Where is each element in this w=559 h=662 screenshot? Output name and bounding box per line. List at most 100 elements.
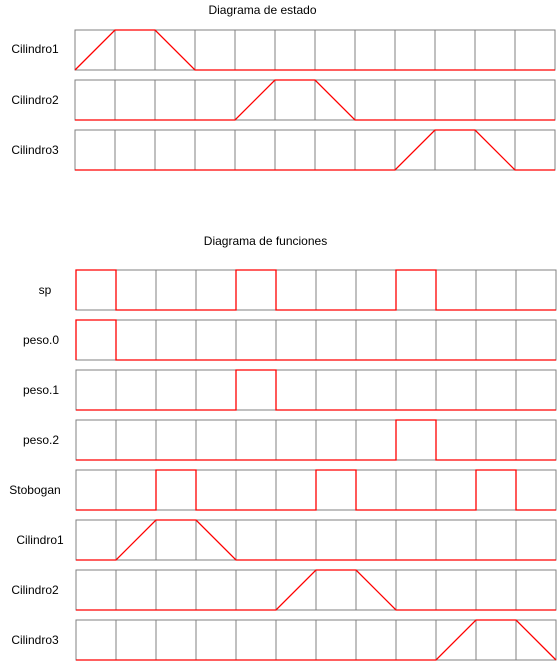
grid-cell (515, 569, 557, 611)
grid-cell (434, 79, 476, 121)
grid-cell (234, 29, 276, 71)
grid-cell (74, 129, 116, 171)
grid-cell (195, 269, 237, 311)
grid-cell (394, 29, 436, 71)
grid-cell (114, 129, 156, 171)
row-label-cilindro1: Cilindro1 (16, 533, 64, 547)
grid-cell (314, 129, 356, 171)
grid-cell (235, 619, 277, 661)
grid-cell (155, 619, 197, 661)
grid-cell (315, 369, 357, 411)
grid-cell (395, 569, 437, 611)
grid-cell (114, 29, 156, 71)
row-label-peso1: peso.1 (22, 383, 60, 397)
grid-cell (155, 319, 197, 361)
grid-cell (155, 519, 197, 561)
grid-cell (195, 619, 237, 661)
grid-cell (395, 419, 437, 461)
grid-cell (114, 79, 156, 121)
grid-cell (195, 369, 237, 411)
grid-cell (275, 519, 317, 561)
funciones-row-1 (75, 319, 557, 361)
funciones-row-2 (75, 369, 557, 411)
grid-cell (395, 269, 437, 311)
grid-cell (155, 569, 197, 611)
grid-cell (435, 419, 477, 461)
grid-cell (474, 79, 516, 121)
grid-cell (474, 29, 516, 71)
function-diagram-title: Diagrama de funciones (203, 234, 328, 248)
row-label-sp: sp (38, 283, 52, 297)
funciones-row-4 (75, 469, 557, 511)
grid-cell (315, 569, 357, 611)
state-diagram-title: Diagrama de estado (208, 3, 317, 17)
estado-row-2 (74, 129, 556, 171)
grid-cell (235, 469, 277, 511)
grid-cell (355, 319, 397, 361)
grid-cell (435, 319, 477, 361)
grid-cell (355, 519, 397, 561)
grid-cell (235, 419, 277, 461)
grid-cell (435, 469, 477, 511)
grid-cell (515, 619, 557, 661)
grid-cell (395, 619, 437, 661)
grid-cell (315, 469, 357, 511)
grid-cell (475, 619, 517, 661)
grid-cell (115, 269, 157, 311)
grid-cell (315, 419, 357, 461)
grid-cell (275, 619, 317, 661)
grid-cell (115, 369, 157, 411)
grid-cell (434, 29, 476, 71)
grid-cell (315, 269, 357, 311)
grid-cell (75, 569, 117, 611)
signal-trace (76, 369, 556, 411)
grid-cell (354, 29, 396, 71)
grid-cell (75, 519, 117, 561)
grid-cell (435, 519, 477, 561)
grid-cell (274, 29, 316, 71)
row-label-cilindro3: Cilindro3 (11, 633, 59, 647)
grid-cell (514, 79, 556, 121)
grid-cell (155, 469, 197, 511)
row-label-peso2: peso.2 (22, 433, 60, 447)
grid-cell (235, 519, 277, 561)
signal-trace (75, 129, 555, 171)
grid-cell (475, 569, 517, 611)
grid-cell (475, 269, 517, 311)
signal-trace (76, 469, 556, 511)
grid-cell (515, 519, 557, 561)
grid-cell (435, 269, 477, 311)
signal-trace (75, 269, 556, 311)
grid-cell (515, 369, 557, 411)
grid-cell (435, 569, 477, 611)
grid-cell (314, 29, 356, 71)
row-label-cilindro2: Cilindro2 (11, 583, 59, 597)
grid-cell (115, 469, 157, 511)
grid-cell (354, 129, 396, 171)
grid-cell (154, 79, 196, 121)
grid-cell (154, 129, 196, 171)
grid-cell (315, 519, 357, 561)
grid-cell (115, 619, 157, 661)
grid-cell (475, 319, 517, 361)
funciones-row-6 (75, 569, 557, 611)
grid-cell (475, 519, 517, 561)
grid-cell (274, 79, 316, 121)
row-label-estado-cilindro3: Cilindro3 (11, 143, 59, 157)
grid-cell (315, 319, 357, 361)
grid-cell (235, 369, 277, 411)
grid-cell (194, 29, 236, 71)
grid-cell (434, 129, 476, 171)
signal-trace (74, 29, 555, 71)
row-label-estado-cilindro2: Cilindro2 (11, 93, 59, 107)
grid-cell (194, 79, 236, 121)
grid-cell (155, 419, 197, 461)
grid-cell (515, 469, 557, 511)
row-label-estado-cilindro1: Cilindro1 (11, 42, 59, 56)
grid-cell (275, 419, 317, 461)
grid-cell (514, 29, 556, 71)
grid-cell (394, 79, 436, 121)
grid-cell (355, 369, 397, 411)
grid-cell (515, 319, 557, 361)
grid-cell (355, 469, 397, 511)
